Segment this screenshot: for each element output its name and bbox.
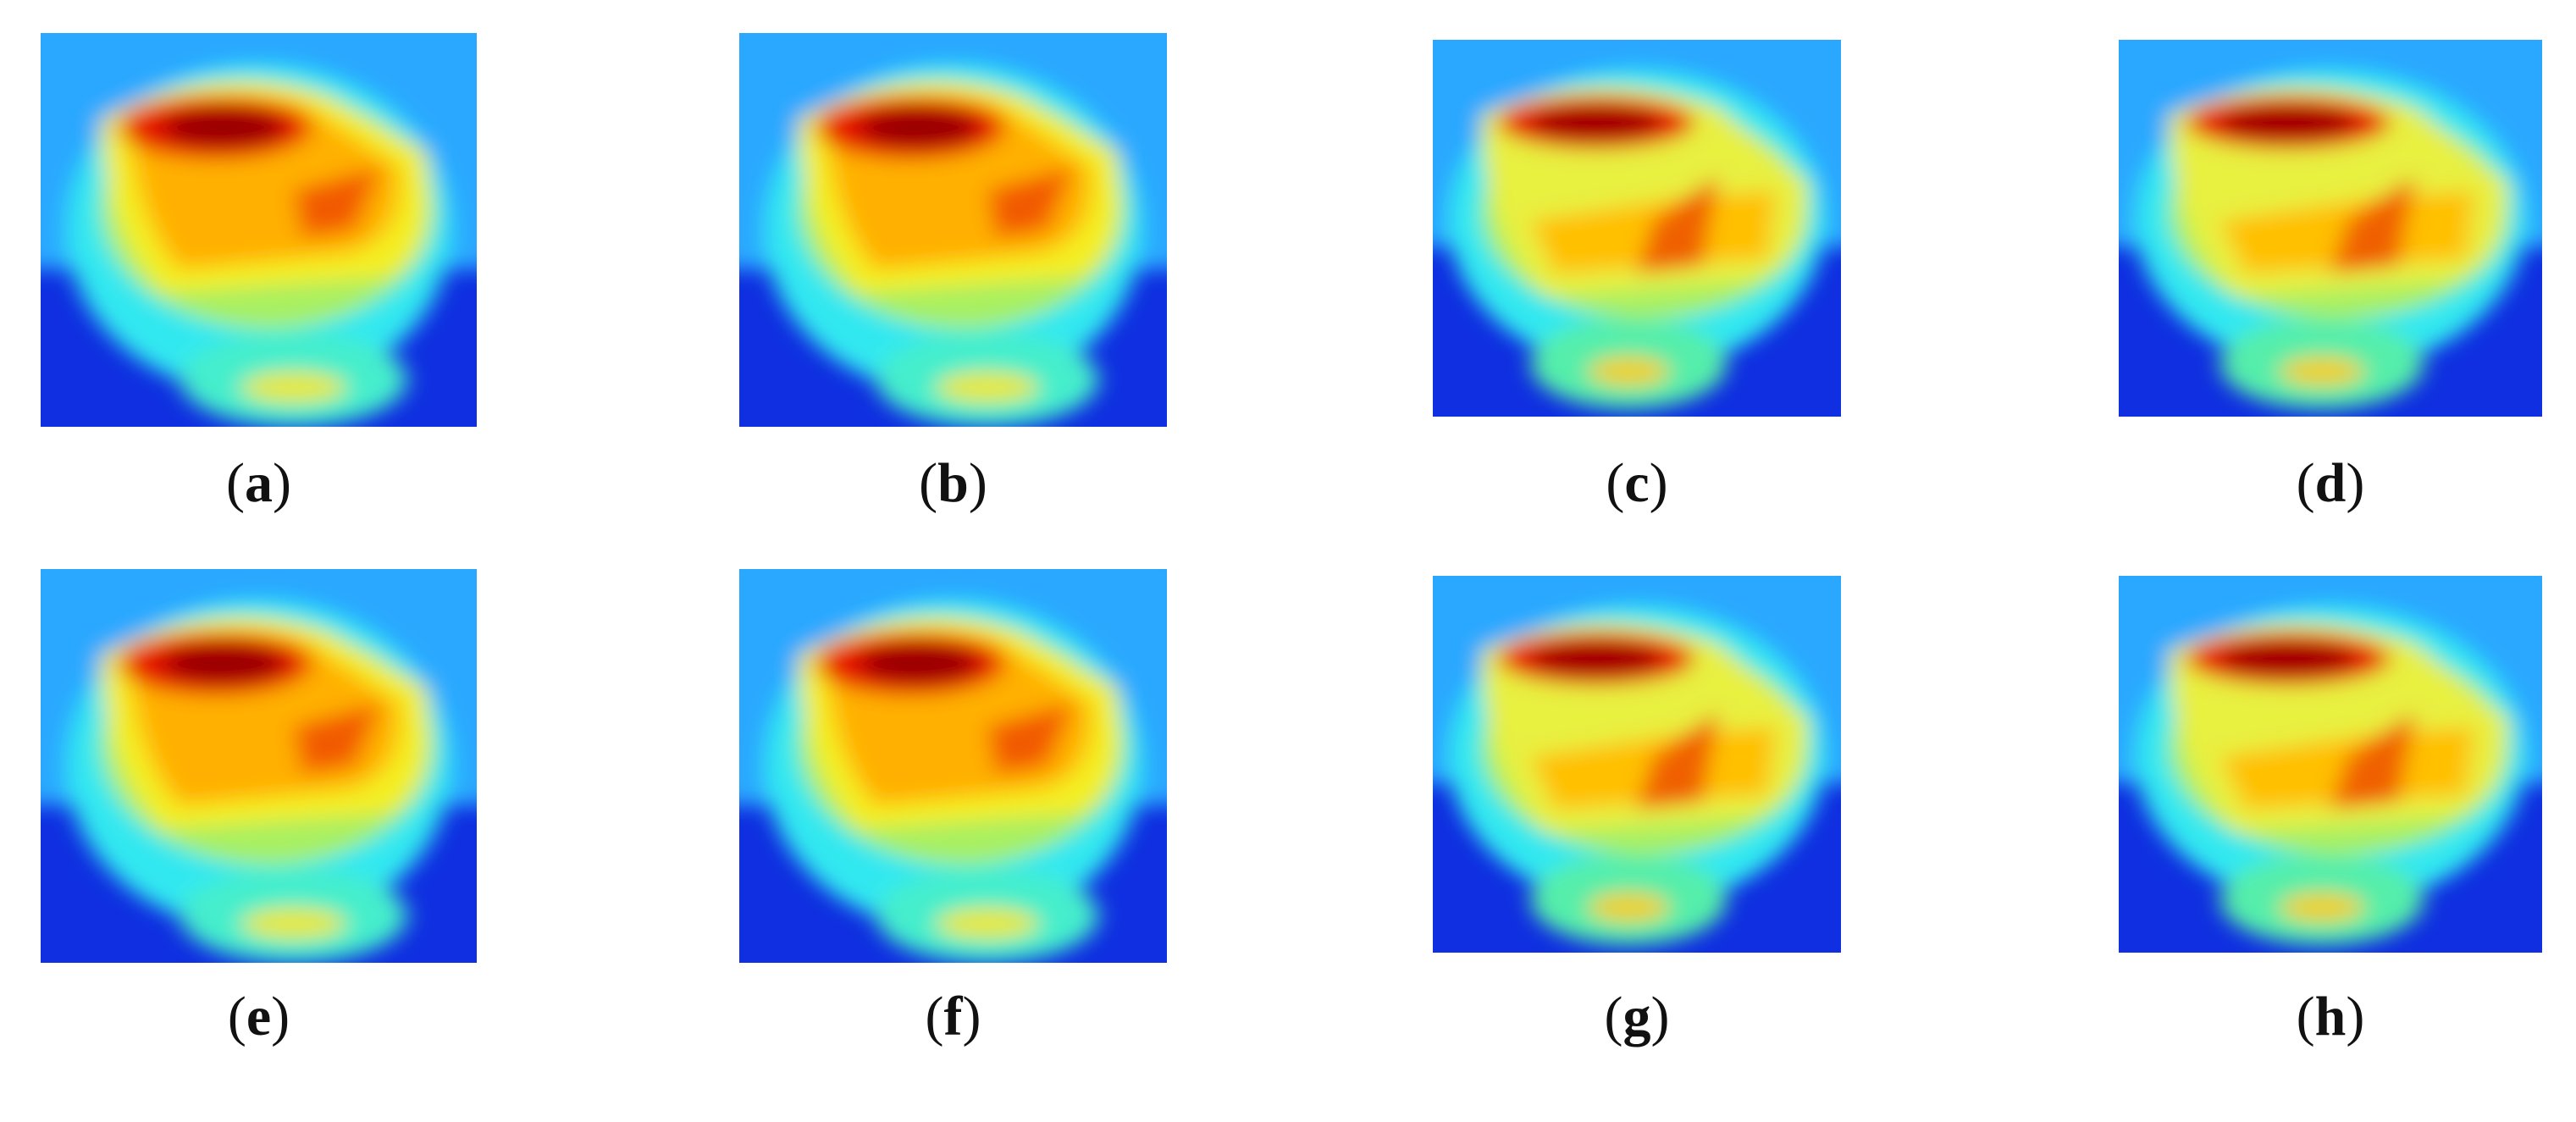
label-paren: ) [1651,986,1670,1047]
heatmap-image [1412,557,1861,953]
label-paren: ) [969,452,987,514]
panel-label: (f) [926,986,981,1047]
label-paren: ) [273,452,291,514]
label-paren: ( [2297,986,2315,1047]
label-paren: ) [271,986,290,1047]
label-letter: c [1624,452,1649,514]
heatmap-image [2098,21,2563,417]
panel-label: (a) [226,452,291,514]
label-paren: ( [1605,986,1623,1047]
label-paren: ) [2346,452,2364,514]
heatmap-image [2098,557,2563,953]
label-letter: a [245,452,273,514]
heatmap-image [19,14,499,427]
label-letter: g [1623,986,1651,1047]
heatmap-image [718,14,1189,427]
label-paren: ( [2297,452,2315,514]
label-paren: ) [2346,986,2364,1047]
panel-label: (g) [1605,986,1670,1047]
label-paren: ( [926,986,944,1047]
label-paren: ( [226,452,245,514]
label-letter: h [2315,986,2347,1047]
label-paren: ( [228,986,246,1047]
heatmap-image [718,550,1189,963]
label-letter: f [944,986,964,1047]
heatmap-image [1412,21,1861,417]
heatmap-image [19,550,499,963]
label-paren: ( [919,452,937,514]
panel-label: (h) [2297,986,2365,1047]
panel-label: (c) [1606,452,1667,514]
label-letter: e [246,986,271,1047]
panel-label: (e) [228,986,290,1047]
label-paren: ( [1606,452,1624,514]
panel-label: (d) [2297,452,2365,514]
panel-label: (b) [919,452,987,514]
label-letter: d [2315,452,2347,514]
label-paren: ) [1650,452,1668,514]
label-paren: ) [962,986,981,1047]
label-letter: b [937,452,969,514]
